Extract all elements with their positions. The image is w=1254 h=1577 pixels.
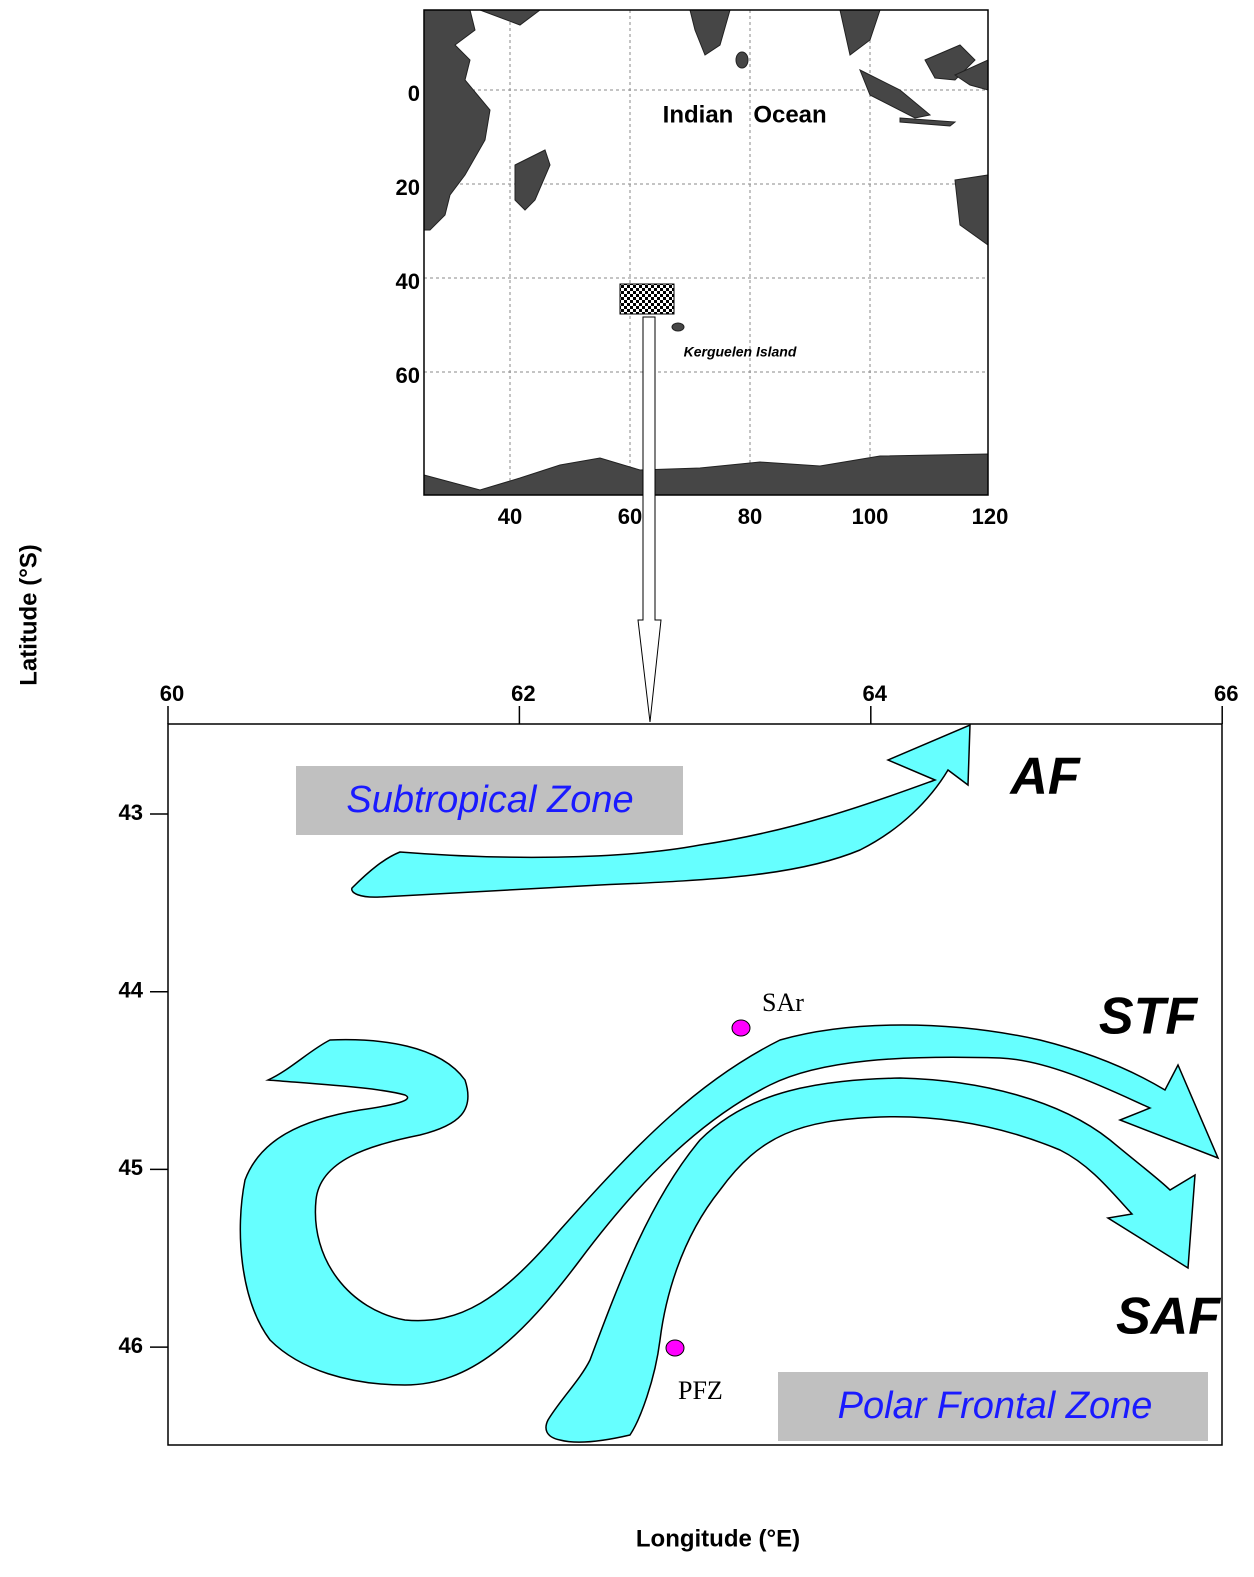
antarctica [423, 453, 989, 496]
australia [954, 174, 989, 246]
x-tick-label: 66 [1214, 681, 1238, 706]
india [689, 9, 731, 56]
zone-box [296, 766, 683, 835]
x-tick-label: 100 [852, 504, 889, 529]
africa [423, 9, 491, 231]
x-tick-label: 80 [738, 504, 762, 529]
x-axis-label: Longitude (°E) [636, 1525, 800, 1552]
station-label: SAr [762, 988, 804, 1017]
station [731, 1019, 751, 1037]
front-saf [545, 1077, 1196, 1443]
study-area [619, 283, 675, 315]
sumatra [859, 68, 932, 119]
front-label: AF [1008, 748, 1081, 806]
y-tick-label: 20 [396, 175, 420, 200]
station-label: PFZ [678, 1376, 723, 1405]
x-tick-label: 64 [863, 681, 888, 706]
indochina [839, 9, 881, 56]
java [899, 117, 957, 127]
front-label: STF [1099, 988, 1198, 1046]
x-tick-label: 120 [972, 504, 1009, 529]
sri-lanka [735, 51, 749, 69]
madagascar [514, 149, 551, 211]
inset-grid [424, 10, 988, 495]
y-axis-label: Latitude (°S) [15, 544, 42, 686]
station [665, 1339, 685, 1357]
y-tick-label: 0 [408, 81, 420, 106]
front-stf [239, 1024, 1220, 1386]
zone-box [778, 1372, 1208, 1441]
y-tick-label: 60 [396, 363, 420, 388]
y-tick-label: 43 [119, 800, 143, 825]
x-tick-label: 62 [511, 681, 535, 706]
inset-frame [423, 9, 989, 496]
island-label: Kerguelen Island [684, 344, 797, 360]
inset-map: Indian Ocean Kerguelen Island [423, 9, 989, 496]
front-af [351, 723, 971, 898]
zone-label: Subtropical Zone [346, 779, 633, 821]
zoom-arrow [637, 316, 662, 723]
x-tick-label: 60 [618, 504, 642, 529]
y-tick-label: 45 [119, 1155, 143, 1180]
ocean-label: Ocean [753, 101, 826, 128]
ocean-label: Indian [663, 101, 734, 128]
y-tick-label: 46 [119, 1333, 143, 1358]
y-tick-label: 40 [396, 269, 420, 294]
kerguelen [671, 322, 685, 332]
main-map: Subtropical Zone Polar Frontal Zone AF S… [167, 723, 1223, 1446]
y-tick-label: 44 [119, 978, 144, 1003]
zone-label: Polar Frontal Zone [838, 1385, 1153, 1427]
x-tick-label: 60 [160, 681, 184, 706]
x-tick-label: 40 [498, 504, 522, 529]
main-frame [167, 723, 1223, 1446]
front-label: SAF [1116, 1288, 1221, 1346]
